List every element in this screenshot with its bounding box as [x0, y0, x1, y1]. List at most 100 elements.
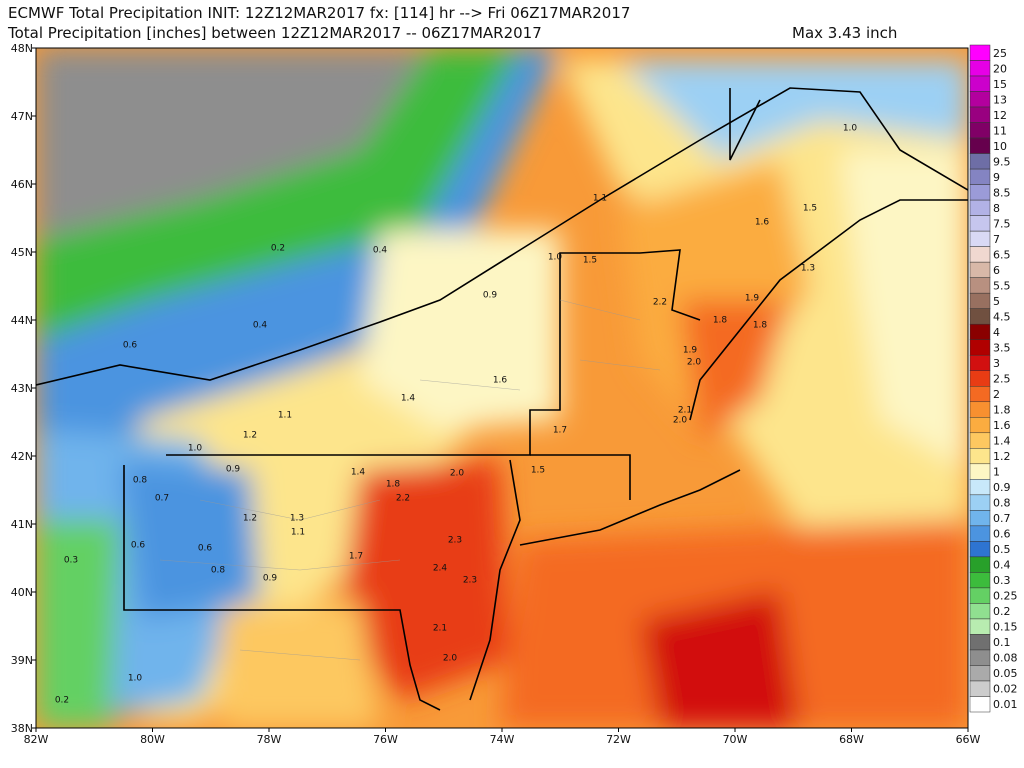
colorbar-label: 0.01	[993, 698, 1018, 711]
colorbar-label: 0.2	[993, 605, 1011, 618]
colorbar-swatch	[969, 525, 991, 542]
x-tick-label: 78W	[257, 733, 282, 746]
colorbar-label: 0.8	[993, 497, 1011, 510]
map-value-label: 2.1	[433, 624, 447, 634]
map-value-label: 1.6	[755, 218, 770, 228]
colorbar-swatch	[969, 91, 991, 108]
colorbar-swatch	[969, 370, 991, 387]
colorbar-label: 0.9	[993, 481, 1011, 494]
map-value-label: 0.8	[133, 476, 148, 486]
colorbar-label: 0.1	[993, 636, 1011, 649]
colorbar-swatch	[969, 386, 991, 403]
colorbar-swatch	[969, 60, 991, 77]
colorbar-swatch	[969, 153, 991, 170]
colorbar-swatch	[969, 168, 991, 185]
map-value-label: 2.4	[433, 564, 448, 574]
x-tick-label: 72W	[606, 733, 631, 746]
colorbar-swatch	[969, 122, 991, 139]
colorbar-label: 9	[993, 171, 1000, 184]
colorbar-swatch	[969, 634, 991, 651]
map-value-label: 2.0	[443, 654, 458, 664]
colorbar-label: 4	[993, 326, 1000, 339]
colorbar-swatch	[969, 618, 991, 635]
y-tick-label: 45N	[11, 246, 33, 259]
colorbar-swatch	[969, 354, 991, 371]
subtitle: Total Precipitation [inches] between 12Z…	[7, 24, 542, 42]
colorbar-swatch	[969, 261, 991, 278]
colorbar-swatch	[969, 106, 991, 123]
map-value-label: 1.8	[386, 480, 401, 490]
colorbar-label: 10	[993, 140, 1007, 153]
colorbar-label: 9.5	[993, 155, 1011, 168]
colorbar-swatch	[969, 572, 991, 589]
colorbar-swatch	[969, 665, 991, 682]
y-tick-label: 46N	[11, 178, 33, 191]
colorbar-swatch	[969, 230, 991, 247]
colorbar-label: 1.8	[993, 404, 1011, 417]
y-tick-label: 44N	[11, 314, 33, 327]
colorbar-label: 5	[993, 295, 1000, 308]
colorbar-swatch	[969, 417, 991, 434]
map-value-label: 1.2	[243, 431, 257, 441]
colorbar-label: 0.7	[993, 512, 1011, 525]
map-value-label: 1.5	[803, 204, 817, 214]
map-value-label: 0.6	[123, 341, 138, 351]
colorbar-label: 2	[993, 388, 1000, 401]
map-value-label: 1.1	[278, 411, 292, 421]
colorbar-label: 8.5	[993, 186, 1011, 199]
colorbar-swatch	[969, 215, 991, 232]
colorbar-label: 0.4	[993, 559, 1011, 572]
map-value-label: 0.7	[155, 494, 169, 504]
x-tick-label: 70W	[723, 733, 748, 746]
map-value-label: 1.4	[351, 468, 366, 478]
map-value-label: 1.8	[713, 316, 728, 326]
max-value: Max 3.43 inch	[792, 24, 897, 42]
colorbar-label: 7	[993, 233, 1000, 246]
map-value-label: 1.3	[801, 264, 815, 274]
colorbar-label: 12	[993, 109, 1007, 122]
map-value-label: 1.0	[128, 674, 143, 684]
colorbar-label: 0.6	[993, 528, 1011, 541]
map-value-label: 0.6	[198, 544, 213, 554]
colorbar-label: 11	[993, 124, 1007, 137]
title: ECMWF Total Precipitation INIT: 12Z12MAR…	[8, 4, 630, 22]
map-value-label: 0.9	[263, 574, 278, 584]
colorbar-swatch	[969, 603, 991, 620]
map-value-label: 0.3	[64, 556, 78, 566]
map-value-label: 0.2	[271, 244, 285, 254]
map-value-label: 1.0	[188, 444, 203, 454]
x-tick-label: 68W	[839, 733, 864, 746]
colorbar-label: 1.6	[993, 419, 1011, 432]
map-value-label: 2.0	[673, 416, 688, 426]
map-value-label: 1.7	[553, 426, 567, 436]
x-tick-label: 76W	[373, 733, 398, 746]
colorbar-swatch	[969, 199, 991, 216]
y-tick-label: 42N	[11, 450, 33, 463]
colorbar-swatch	[969, 510, 991, 527]
y-tick-label: 40N	[11, 586, 33, 599]
map-value-label: 1.1	[593, 194, 607, 204]
colorbar: 252015131211109.598.587.576.565.554.543.…	[969, 44, 1018, 713]
axes: 82W 80W 78W 76W 74W 72W 70W 68W 66W 48N 47N 46N 45N 4…	[11, 42, 981, 746]
colorbar-swatch	[969, 479, 991, 496]
colorbar-label: 3	[993, 357, 1000, 370]
colorbar-label: 0.25	[993, 590, 1018, 603]
x-tick-label: 82W	[24, 733, 49, 746]
colorbar-swatch	[969, 339, 991, 356]
map-value-label: 0.4	[373, 246, 388, 256]
map-value-label: 0.2	[55, 696, 69, 706]
map-value-label: 2.3	[463, 576, 477, 586]
colorbar-label: 13	[993, 93, 1007, 106]
y-tick-label: 41N	[11, 518, 33, 531]
colorbar-label: 1.4	[993, 435, 1011, 448]
x-tick-label: 74W	[490, 733, 515, 746]
map-labels: 0.2 0.4 0.4 0.6 0.9 1.0 1.5 1.1 1.0 1.3 1.5 1.6 1.9 2…	[55, 124, 858, 706]
map-value-label: 2.2	[396, 494, 410, 504]
colorbar-swatch	[969, 696, 991, 713]
colorbar-swatch	[969, 44, 991, 61]
map-value-label: 1.2	[243, 514, 257, 524]
colorbar-label: 25	[993, 47, 1007, 60]
colorbar-label: 8	[993, 202, 1000, 215]
map-value-label: 1.9	[683, 346, 698, 356]
